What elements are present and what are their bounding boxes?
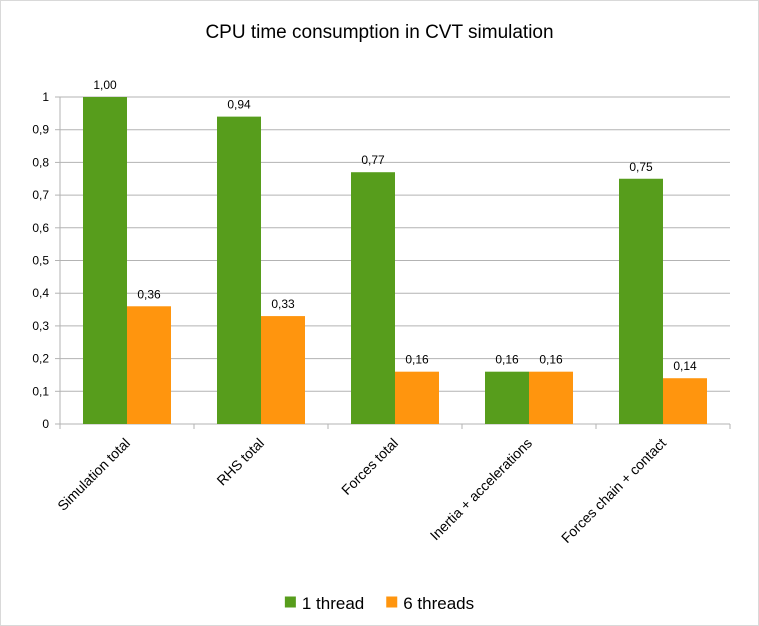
data-label: 0,33 xyxy=(271,297,295,311)
y-tick-label: 0,8 xyxy=(32,155,49,169)
bar-series2 xyxy=(529,371,573,424)
y-tick-label: 0,5 xyxy=(32,254,49,268)
data-label: 0,36 xyxy=(137,287,161,301)
bar-series2 xyxy=(663,378,707,424)
bar-series2 xyxy=(395,371,439,424)
y-tick-label: 0,4 xyxy=(32,286,49,300)
data-label: 0,75 xyxy=(629,160,653,174)
bar-series1 xyxy=(217,116,261,425)
y-tick-label: 0 xyxy=(42,417,49,431)
x-category-label: RHS total xyxy=(213,435,267,489)
bar-series2 xyxy=(261,316,305,424)
y-tick-label: 0,6 xyxy=(32,221,49,235)
y-tick-label: 1 xyxy=(42,90,49,104)
legend-label: 6 threads xyxy=(403,594,474,613)
data-label: 0,77 xyxy=(361,153,385,167)
bar-series1 xyxy=(83,97,127,424)
y-tick-label: 0,7 xyxy=(32,188,49,202)
data-label: 0,14 xyxy=(673,359,697,373)
bar-series1 xyxy=(351,172,395,424)
data-label: 1,00 xyxy=(93,78,117,92)
legend-swatch xyxy=(284,596,296,608)
data-label: 0,16 xyxy=(539,353,563,367)
x-category-label: Simulation total xyxy=(54,435,133,514)
x-category-label: Inertia + accelerations xyxy=(427,435,535,543)
bar-series2 xyxy=(127,306,171,424)
data-label: 0,94 xyxy=(227,98,251,112)
x-category-label: Forces chain + contact xyxy=(558,435,669,546)
y-tick-label: 0,9 xyxy=(32,123,49,137)
legend-swatch xyxy=(386,596,398,608)
data-label: 0,16 xyxy=(405,353,429,367)
legend-label: 1 thread xyxy=(302,594,364,613)
bar-series1 xyxy=(485,371,529,424)
bar-series1 xyxy=(619,178,663,424)
y-tick-label: 0,2 xyxy=(32,352,49,366)
x-category-label: Forces total xyxy=(338,435,401,498)
y-tick-label: 0,1 xyxy=(32,384,49,398)
y-tick-label: 0,3 xyxy=(32,319,49,333)
data-label: 0,16 xyxy=(495,353,519,367)
chart-title: CPU time consumption in CVT simulation xyxy=(205,22,554,43)
